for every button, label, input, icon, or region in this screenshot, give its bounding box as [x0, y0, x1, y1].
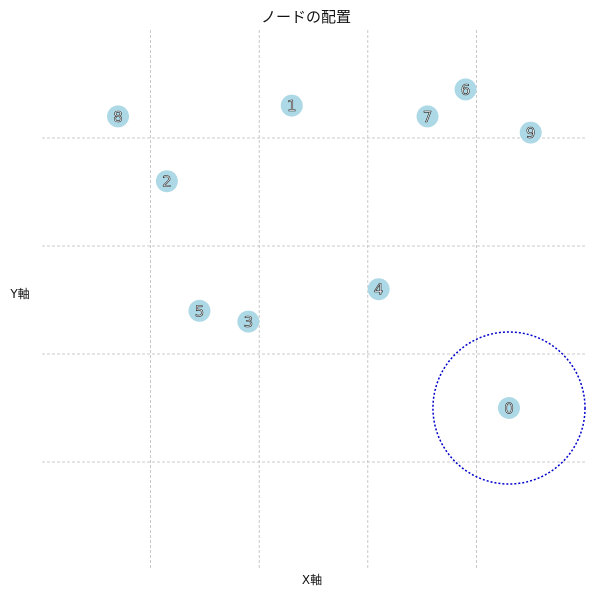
- nodes-layer: 0 1 2 3 4 5 6 7 8 9: [107, 78, 542, 419]
- node-marker: [454, 78, 477, 101]
- node-label: 8: [113, 108, 123, 126]
- node-marker: [497, 397, 520, 419]
- highlight-circle: [432, 331, 586, 485]
- node-label: 6: [461, 81, 471, 99]
- node-2: 2: [155, 170, 178, 193]
- node-7: 7: [416, 105, 439, 128]
- node-label: 7: [423, 108, 433, 126]
- node-0: 0: [497, 397, 520, 419]
- node-label: 0: [504, 400, 514, 418]
- node-marker: [367, 278, 390, 301]
- x-axis-label: X軸: [302, 573, 322, 587]
- node-1: 1: [280, 94, 303, 117]
- node-marker: [155, 170, 178, 193]
- node-marker: [237, 310, 260, 333]
- node-6: 6: [454, 78, 477, 101]
- grid: [42, 30, 585, 570]
- node-label: 4: [374, 281, 384, 299]
- node-5: 5: [188, 299, 211, 322]
- highlight-layer: [432, 331, 586, 485]
- node-4: 4: [367, 278, 390, 301]
- node-marker: [188, 299, 211, 322]
- node-label: 1: [287, 97, 297, 115]
- node-8: 8: [107, 105, 130, 128]
- node-label: 2: [162, 173, 172, 191]
- node-marker: [519, 121, 542, 144]
- y-axis-label: Y軸: [9, 287, 29, 301]
- node-marker: [280, 94, 303, 117]
- node-marker: [107, 105, 130, 128]
- node-label: 9: [526, 124, 536, 142]
- chart-title: ノードの配置: [261, 8, 351, 26]
- node-9: 9: [519, 121, 542, 144]
- node-label: 5: [195, 302, 205, 320]
- node-marker: [416, 105, 439, 128]
- node-label: 3: [244, 313, 254, 331]
- node-3: 3: [237, 310, 260, 333]
